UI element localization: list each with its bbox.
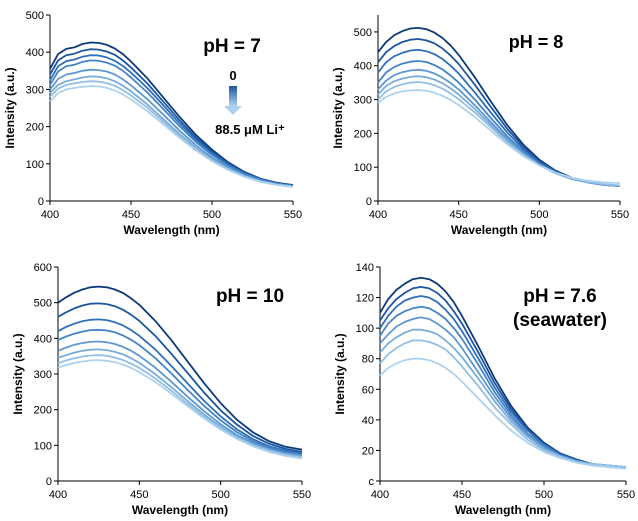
y-tick-label: 300 bbox=[354, 95, 372, 107]
y-tick-label: 100 bbox=[354, 162, 372, 174]
y-tick-label: 400 bbox=[354, 61, 372, 73]
series-line-3 bbox=[49, 54, 294, 187]
y-tick-label: 100 bbox=[356, 323, 374, 335]
y-tick-label: c bbox=[369, 476, 375, 488]
y-tick-label: 140 bbox=[356, 262, 374, 274]
y-tick-label: 0 bbox=[38, 196, 44, 208]
y-axis-title: Intensity (a.u.) bbox=[331, 67, 345, 148]
series-line-8 bbox=[379, 357, 627, 470]
series-line-7 bbox=[57, 354, 303, 459]
x-tick-label: 550 bbox=[617, 489, 635, 501]
y-tick-label: 600 bbox=[34, 262, 52, 274]
arrow-end-label: 88.5 μM Li⁺ bbox=[215, 122, 285, 137]
x-tick-label: 500 bbox=[211, 489, 229, 501]
y-tick-label: 60 bbox=[362, 384, 374, 396]
chart-panel-2: 0 100 200 300 400 500 400 450 500 550 Wavelength (… bbox=[331, 15, 629, 237]
y-tick-label: 100 bbox=[26, 159, 44, 171]
y-tick-label: 40 bbox=[362, 415, 374, 427]
y-tick-label: 400 bbox=[26, 47, 44, 59]
y-tick-label: 400 bbox=[34, 333, 52, 345]
concentration-arrow-shaft bbox=[229, 86, 237, 106]
x-tick-label: 400 bbox=[41, 209, 59, 221]
x-tick-label: 500 bbox=[535, 489, 553, 501]
y-tick-label: 300 bbox=[34, 369, 52, 381]
y-axis-title: Intensity (a.u.) bbox=[3, 67, 17, 148]
y-tick-label: 500 bbox=[26, 10, 44, 22]
series-line-5 bbox=[57, 340, 303, 457]
concentration-arrow-head bbox=[224, 106, 242, 115]
y-tick-label: 0 bbox=[366, 196, 372, 208]
chart-panel-4: c 20 40 60 80 100 120 140 400 450 500 550 Wavelength… bbox=[333, 262, 635, 517]
series-line-3 bbox=[57, 318, 303, 455]
x-tick-label: 400 bbox=[49, 489, 67, 501]
series-line-8 bbox=[49, 85, 294, 188]
y-tick-label: 80 bbox=[362, 354, 374, 366]
series-line-7 bbox=[377, 81, 621, 187]
y-tick-label: 120 bbox=[356, 293, 374, 305]
x-tick-label: 550 bbox=[293, 489, 311, 501]
y-tick-label: 200 bbox=[34, 405, 52, 417]
y-tick-label: 200 bbox=[354, 128, 372, 140]
chart-panel-3: 0 100 200 300 400 500 600 400 450 500 550 Wavelengt… bbox=[11, 262, 311, 517]
y-axis-title: Intensity (a.u.) bbox=[11, 333, 25, 414]
x-axis-title: Wavelength (nm) bbox=[132, 503, 228, 517]
chart-panel-1: 0 100 200 300 400 500 400 450 500 550 Wavelength (… bbox=[3, 10, 302, 237]
series-line-2 bbox=[379, 285, 627, 469]
x-tick-label: 550 bbox=[611, 209, 629, 221]
x-tick-label: 400 bbox=[369, 209, 387, 221]
y-axis-title: Intensity (a.u.) bbox=[333, 333, 347, 414]
y-tick-label: 500 bbox=[354, 27, 372, 39]
ph-annotation-line2: (seawater) bbox=[513, 310, 607, 331]
x-tick-label: 450 bbox=[453, 489, 471, 501]
x-axis-title: Wavelength (nm) bbox=[455, 503, 551, 517]
x-tick-label: 450 bbox=[449, 209, 467, 221]
x-tick-label: 550 bbox=[284, 209, 302, 221]
y-tick-label: 500 bbox=[34, 298, 52, 310]
series-line-6 bbox=[379, 328, 627, 469]
y-tick-label: 20 bbox=[362, 445, 374, 457]
series-line-1 bbox=[377, 26, 621, 187]
x-axis-title: Wavelength (nm) bbox=[123, 223, 219, 237]
arrow-start-label: 0 bbox=[229, 68, 236, 83]
y-tick-label: 200 bbox=[26, 122, 44, 134]
x-axis-title: Wavelength (nm) bbox=[451, 223, 547, 237]
y-tick-label: 300 bbox=[26, 84, 44, 96]
series-line-8 bbox=[57, 359, 303, 460]
ph-annotation: pH = 7.6 bbox=[523, 286, 596, 307]
series-line-6 bbox=[57, 348, 303, 458]
series-line-2 bbox=[57, 302, 303, 453]
x-tick-label: 450 bbox=[122, 209, 140, 221]
ph-annotation: pH = 7 bbox=[203, 36, 261, 57]
series-line-8 bbox=[377, 89, 621, 184]
x-tick-label: 500 bbox=[530, 209, 548, 221]
x-tick-label: 400 bbox=[371, 489, 389, 501]
series-line-1 bbox=[57, 285, 303, 451]
ph-annotation: pH = 10 bbox=[216, 286, 284, 307]
x-tick-label: 450 bbox=[130, 489, 148, 501]
ph-annotation: pH = 8 bbox=[509, 32, 564, 52]
y-tick-label: 100 bbox=[34, 440, 52, 452]
series-line-4 bbox=[57, 328, 303, 456]
y-tick-label: 0 bbox=[46, 476, 52, 488]
series-line-4 bbox=[49, 59, 294, 187]
x-tick-label: 500 bbox=[203, 209, 221, 221]
